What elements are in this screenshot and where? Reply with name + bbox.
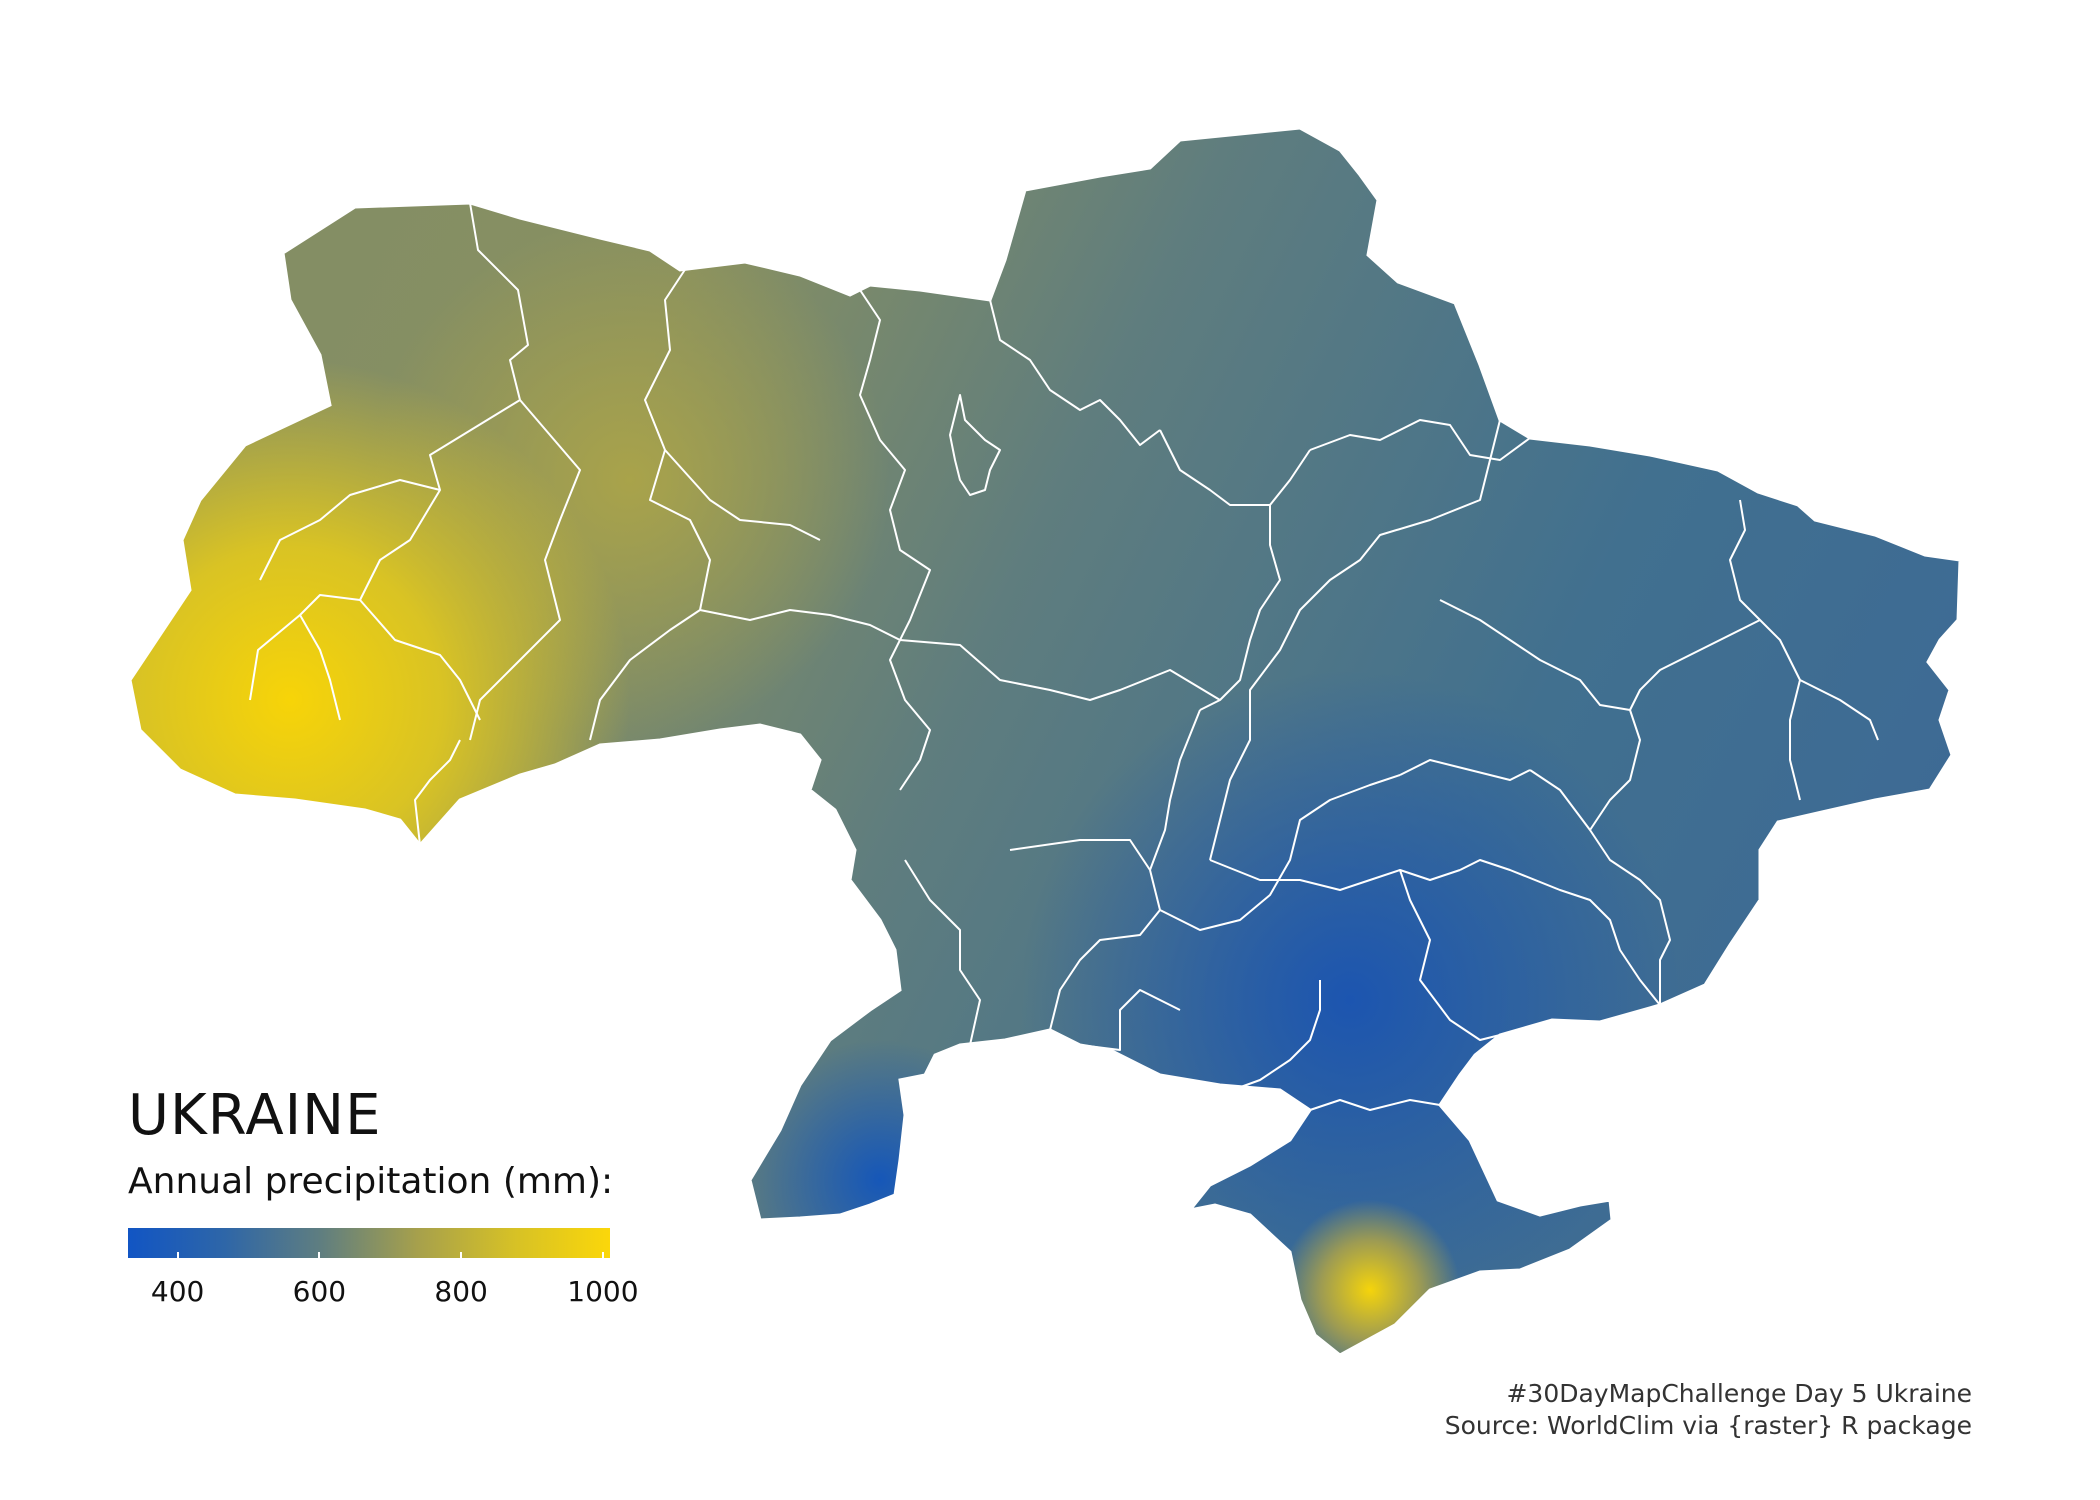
legend-tick-label: 400 <box>150 1275 205 1308</box>
legend-tick-mark <box>318 1252 321 1258</box>
caption: #30DayMapChallenge Day 5 Ukraine Source:… <box>1445 1378 1972 1442</box>
legend-tick-label: 1000 <box>567 1275 639 1308</box>
legend-tick-mark <box>601 1252 604 1258</box>
legend-ticks: 400 600 800 1000 <box>128 1252 639 1308</box>
caption-source: Source: WorldClim via {raster} R package <box>1444 1411 1972 1440</box>
legend-tick-label: 800 <box>434 1275 488 1308</box>
map-title: UKRAINE <box>128 1083 382 1148</box>
legend-tick-label: 600 <box>292 1275 347 1308</box>
oblast-boundaries <box>249 202 1879 1111</box>
legend-tick-mark <box>460 1252 463 1258</box>
caption-challenge: #30DayMapChallenge Day 5 Ukraine <box>1506 1379 1972 1408</box>
legend-tick-mark <box>176 1252 179 1258</box>
legend-title: Annual precipitation (mm): <box>128 1161 614 1202</box>
legend-colorbar <box>128 1228 610 1258</box>
